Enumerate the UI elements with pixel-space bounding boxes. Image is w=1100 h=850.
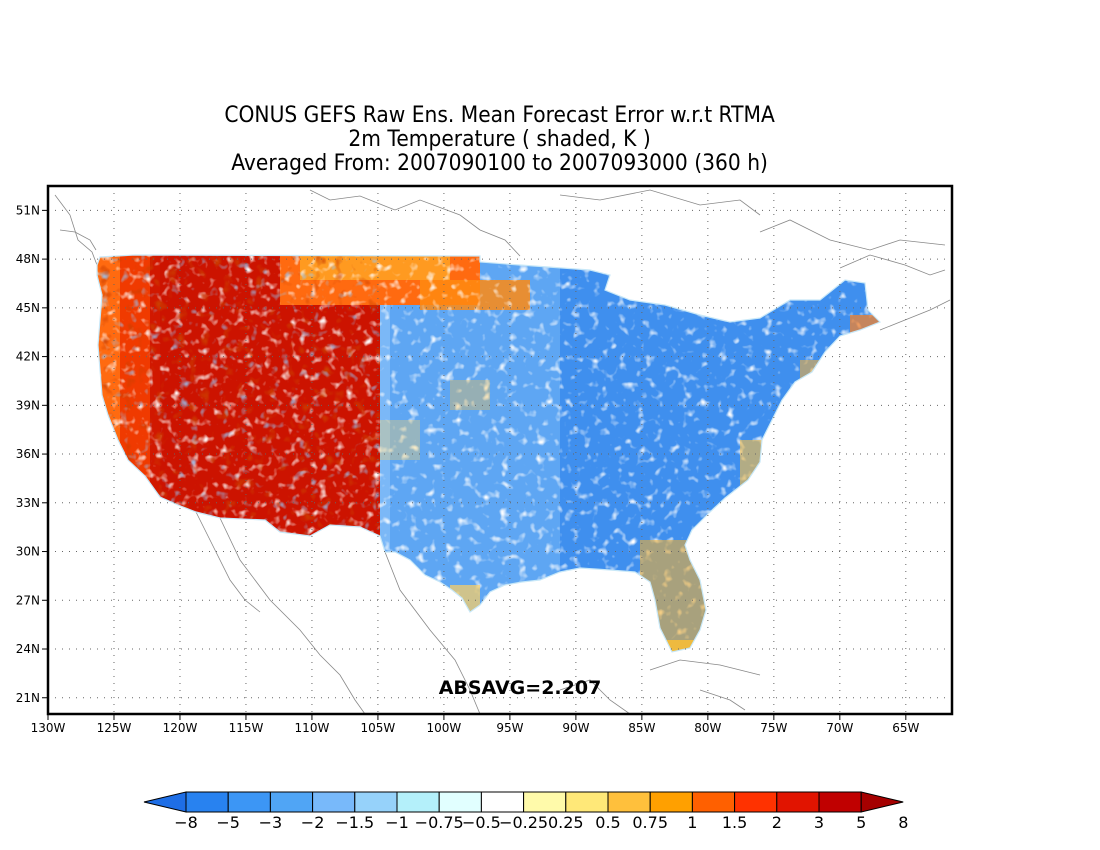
shaded-error-field: [97, 255, 880, 652]
colorbar-box: [480, 791, 525, 813]
colorbar-box: [607, 791, 651, 813]
map-title-line-1: CONUS GEFS Raw Ens. Mean Forecast Error …: [224, 103, 775, 128]
colorbar-box: [565, 791, 609, 813]
lat-tick-label: 39N: [16, 398, 40, 412]
lon-tick-label: 85W: [628, 721, 655, 735]
lon-tick-label: 115W: [229, 721, 264, 735]
colorbar-label: 0.25: [548, 813, 584, 832]
colorbar-label: −2: [301, 813, 325, 832]
lat-tick-label: 42N: [16, 350, 40, 364]
lat-tick-label: 45N: [16, 301, 40, 315]
absavg-label: ABSAVG=2.207: [439, 677, 602, 699]
lon-tick-label: 75W: [760, 721, 787, 735]
colorbar-label: −0.5: [462, 813, 501, 832]
lon-tick-label: 125W: [97, 721, 132, 735]
colorbar-label: 8: [898, 813, 908, 832]
colorbar-box: [185, 791, 229, 813]
lon-tick-label: 105W: [361, 721, 396, 735]
colorbar-box: [354, 791, 398, 813]
colorbar-label: 2: [772, 813, 782, 832]
colorbar-box: [776, 791, 820, 813]
lat-tick-label: 48N: [16, 252, 40, 266]
map-title-line-3: Averaged From: 2007090100 to 2007093000 …: [231, 151, 768, 176]
lat-tick-label: 21N: [16, 691, 40, 705]
lon-tick-label: 95W: [496, 721, 523, 735]
colorbar-label: 0.5: [595, 813, 620, 832]
colorbar-box: [523, 791, 567, 813]
lon-tick-label: 110W: [295, 721, 330, 735]
lon-tick-label: 100W: [427, 721, 462, 735]
colorbar-label: −3: [259, 813, 283, 832]
colorbar: −8 −5 −3 −2 −1.5 −1 −0.75−0.5−0.25 0.25 0.5 0.75 1…: [143, 791, 908, 832]
lon-tick-label: 90W: [562, 721, 589, 735]
map-title-line-2: 2m Temperature ( shaded, K ): [348, 127, 651, 152]
lon-tick-label: 65W: [892, 721, 919, 735]
map-frame: [46, 184, 954, 716]
colorbar-label: 3: [814, 813, 824, 832]
lat-tick-label: 30N: [16, 545, 40, 559]
colorbar-label: −8: [174, 813, 198, 832]
colorbar-label: 5: [856, 813, 866, 832]
colorbar-label: 1: [687, 813, 697, 832]
colorbar-box: [691, 791, 736, 813]
lat-tick-label: 24N: [16, 642, 40, 656]
lon-tick-label: 120W: [163, 721, 198, 735]
colorbar-box: [396, 791, 440, 813]
colorbar-box: [649, 791, 693, 813]
latitude-axis: 51N 48N 45N 42N 39N 36N 33N 30N 27N 24N 21N: [16, 203, 48, 705]
lat-tick-label: 27N: [16, 593, 40, 607]
lat-tick-label: 36N: [16, 447, 40, 461]
colorbar-label: −0.25: [499, 813, 548, 832]
colorbar-box: [227, 791, 271, 813]
colorbar-box: [269, 791, 314, 813]
colorbar-label: −5: [216, 813, 240, 832]
conus-outline: [96, 254, 882, 653]
lon-tick-label: 70W: [826, 721, 853, 735]
colorbar-arrow-left: [143, 791, 187, 813]
colorbar-label: 0.75: [632, 813, 668, 832]
coastline-outline: [54, 189, 951, 714]
colorbar-label: −1.5: [335, 813, 374, 832]
colorbar-label: 1.5: [722, 813, 747, 832]
lon-tick-label: 130W: [31, 721, 66, 735]
lat-tick-label: 33N: [16, 496, 40, 510]
colorbar-box: [438, 791, 482, 813]
lat-tick-label: 51N: [16, 203, 40, 217]
colorbar-arrow-right: [860, 791, 904, 813]
longitude-axis: 130W 125W 120W 115W 110W 105W 100W 95W 90W 85W 80W…: [31, 714, 920, 735]
colorbar-box: [312, 791, 356, 813]
lon-tick-label: 80W: [694, 721, 721, 735]
colorbar-label: −1: [385, 813, 409, 832]
colorbar-box: [734, 791, 778, 813]
colorbar-box: [818, 791, 862, 813]
colorbar-label: −0.75: [415, 813, 464, 832]
